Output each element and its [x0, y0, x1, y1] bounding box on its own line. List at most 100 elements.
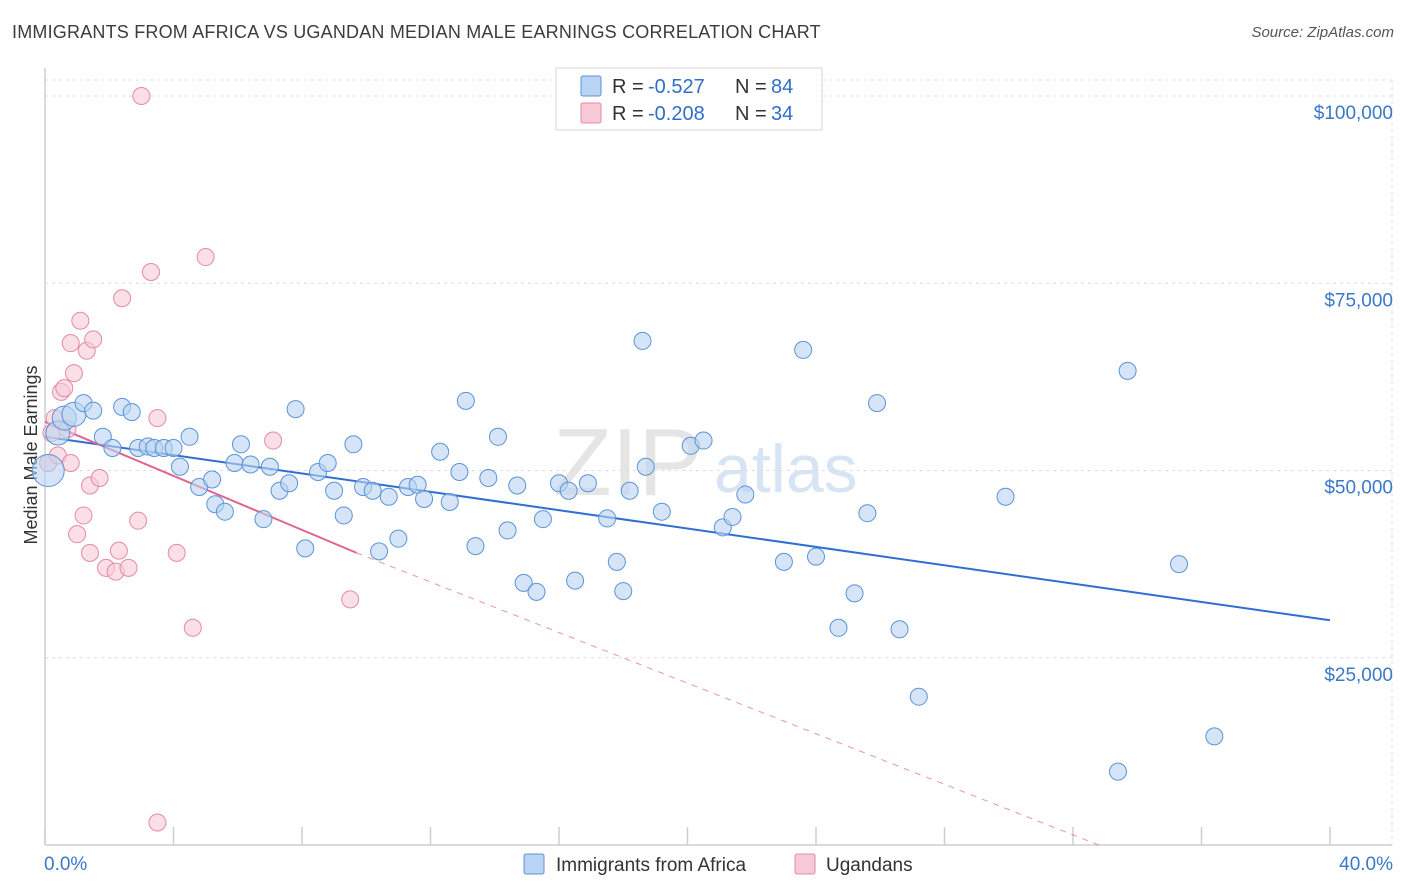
africa-point: [370, 542, 389, 561]
legend-n-label-africa: N =: [735, 76, 767, 98]
ugandan-point: [71, 311, 90, 330]
africa-point: [996, 487, 1015, 506]
trendline-africa: [44, 435, 1331, 622]
africa-point: [296, 539, 315, 558]
watermark: ZIP atlas: [553, 409, 858, 516]
africa-point: [533, 510, 552, 529]
africa-point: [415, 489, 434, 508]
africa-point: [736, 485, 755, 504]
africa-point: [164, 439, 183, 458]
trendline-ugandan-extension: [356, 552, 1099, 846]
legend-n-value-ugandan: 34: [771, 103, 793, 125]
ugandan-point: [148, 409, 167, 428]
africa-point: [318, 454, 337, 473]
africa-point: [431, 442, 450, 461]
y-axis-label: Median Male Earnings: [21, 365, 41, 544]
africa-point: [450, 462, 469, 481]
bottom-legend-label-africa: Immigrants from Africa: [556, 855, 746, 876]
africa-point: [614, 582, 633, 601]
ugandan-point: [61, 454, 80, 473]
ugandan-point: [341, 590, 360, 609]
africa-point: [652, 502, 671, 521]
bottom-legend: Immigrants from Africa Ugandans: [523, 853, 913, 876]
africa-point: [260, 457, 279, 476]
africa-point: [794, 340, 813, 359]
africa-point: [231, 435, 250, 454]
africa-point: [215, 502, 234, 521]
africa-point: [620, 481, 639, 500]
africa-point: [723, 507, 742, 526]
africa-point: [286, 400, 305, 419]
africa-point: [1205, 727, 1224, 746]
africa-point: [379, 487, 398, 506]
watermark-zip: ZIP: [553, 409, 702, 516]
africa-point: [225, 454, 244, 473]
africa-point: [203, 470, 222, 489]
africa-point: [1170, 555, 1189, 574]
ugandan-point: [196, 248, 215, 267]
ugandan-point: [183, 618, 202, 637]
bottom-legend-label-ugandan: Ugandans: [826, 855, 913, 876]
ugandan-point: [113, 289, 132, 308]
bottom-legend-swatch-africa: [523, 853, 545, 875]
legend-swatch-africa: [580, 75, 602, 97]
africa-point: [527, 582, 546, 601]
chart-title: IMMIGRANTS FROM AFRICA VS UGANDAN MEDIAN…: [12, 22, 821, 42]
ugandan-point: [55, 379, 74, 398]
africa-point: [479, 468, 498, 487]
legend-r-label-ugandan: R =: [612, 103, 644, 125]
africa-point: [774, 552, 793, 571]
y-tick-labels: $25,000 $50,000 $75,000 $100,000: [1314, 103, 1393, 686]
ugandan-point: [129, 511, 148, 530]
legend-n-value-africa: 84: [771, 76, 793, 98]
ugandan-point: [80, 543, 99, 562]
legend-n-label-ugandan: N =: [735, 103, 767, 125]
x-tick-label-1: 40.0%: [1339, 854, 1393, 875]
y-tick-label-0: $25,000: [1324, 665, 1393, 686]
africa-point: [807, 547, 825, 566]
africa-point: [456, 391, 475, 410]
y-tick-label-1: $50,000: [1324, 478, 1393, 499]
africa-point: [636, 457, 655, 476]
bottom-legend-swatch-ugandan: [794, 853, 816, 875]
watermark-atlas: atlas: [714, 431, 858, 507]
africa-point: [566, 571, 585, 590]
africa-point: [508, 476, 527, 495]
africa-point: [559, 481, 578, 500]
africa-point: [633, 331, 652, 350]
africa-point: [858, 504, 877, 523]
africa-point: [344, 435, 363, 454]
africa-point: [1118, 361, 1137, 380]
africa-point: [389, 529, 408, 548]
ugandan-point: [148, 813, 167, 832]
ugandan-point: [90, 468, 109, 487]
x-tick-label-0: 0.0%: [44, 854, 87, 875]
africa-point: [180, 427, 199, 446]
ugandan-point: [264, 431, 283, 450]
ugandan-point: [84, 330, 103, 349]
africa-point: [607, 552, 626, 571]
africa-point: [694, 431, 713, 450]
ugandan-point: [167, 543, 186, 562]
legend-r-label-africa: R =: [612, 76, 644, 98]
legend-swatch-ugandan: [580, 102, 602, 124]
africa-point: [170, 457, 189, 476]
africa-point: [122, 403, 141, 422]
ugandan-point: [109, 541, 128, 560]
africa-point: [598, 509, 617, 528]
africa-point: [280, 474, 299, 493]
africa-point: [498, 521, 517, 540]
x-tick-labels: 0.0% 40.0%: [44, 854, 1393, 875]
africa-point: [1108, 762, 1127, 781]
africa-point: [488, 427, 507, 446]
ugandan-point: [142, 263, 161, 282]
africa-point: [325, 481, 344, 500]
africa-point: [868, 394, 887, 413]
africa-point: [31, 454, 65, 487]
africa-point: [103, 439, 122, 458]
africa-point: [84, 401, 103, 420]
ugandan-point: [119, 558, 138, 577]
africa-point: [466, 537, 485, 556]
africa-point: [514, 573, 533, 592]
